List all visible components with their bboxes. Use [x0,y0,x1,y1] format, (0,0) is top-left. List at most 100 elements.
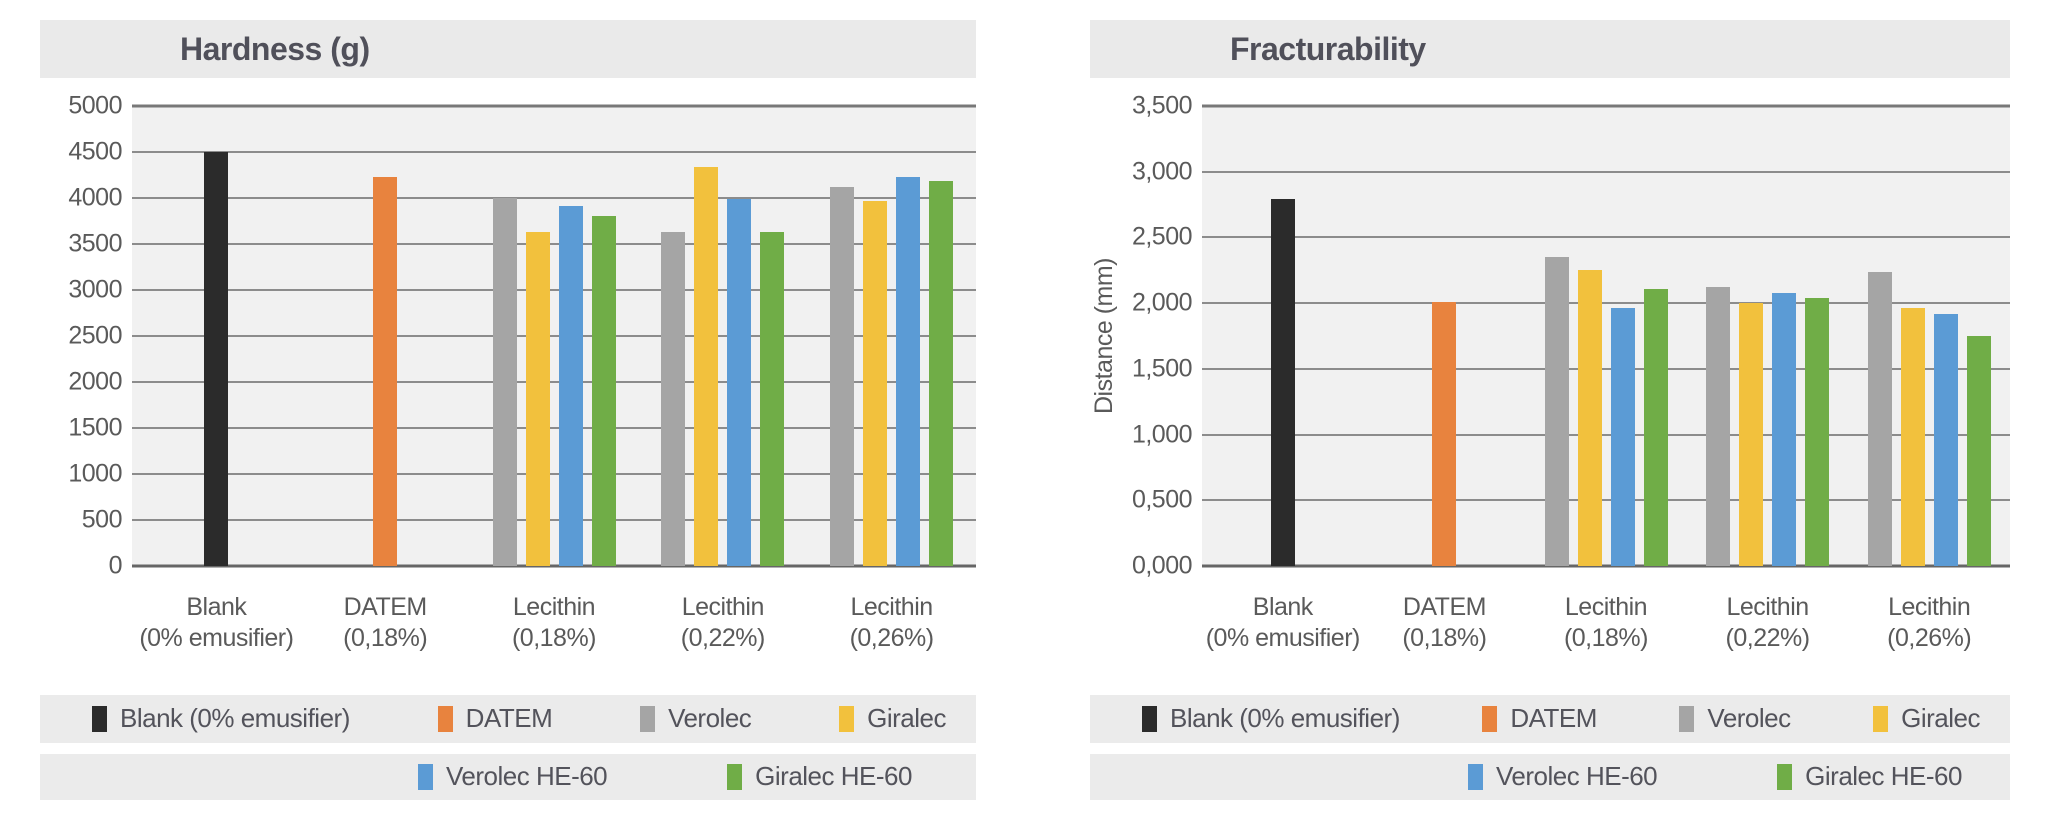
gridline [1202,170,2010,173]
legend-item-verolec-he-60: Verolec HE-60 [1468,761,1658,792]
gridline [132,335,976,337]
gridline [132,519,976,521]
gridline [132,104,976,108]
hardness-y-tick-labels: 5000 4500 4000 3500 3000 2500 2000 1500 1000 500 0 [40,92,132,580]
bar-giralec-he-60 [591,216,616,566]
gridline [1202,104,2010,108]
x-axis-label-lecithin-0-18: Lecithin (0,18%) [1563,593,1649,653]
bar-giralec [863,200,888,566]
legend-item-datem: DATEM [1482,703,1597,734]
y-tick-label: 2,500 [1131,222,1193,251]
legend-label: Verolec [668,703,752,733]
legend-item-verolec: Verolec [1679,703,1791,734]
y-tick-label: 3,500 [1131,91,1193,120]
hardness-chart-body: 5000 4500 4000 3500 3000 2500 2000 1500 1000 500 0 [40,92,976,580]
bar-giralec-he-60 [1966,336,1991,566]
bar-giralec-he-60 [760,232,785,566]
gridline [132,243,976,245]
legend-label: Giralec [1901,703,1980,733]
y-tick-label: 4500 [68,137,122,166]
gridline [1202,302,2010,305]
y-tick-label: 2,000 [1131,288,1193,317]
legend-swatch-giralec [839,705,855,732]
fracturability-chart-title: Fracturability [1230,30,1426,67]
legend-swatch-verolec-he-60 [418,763,433,790]
legend-item-blank-0-emusifier: Blank (0% emusifier) [1142,703,1400,734]
hardness-plot-area [132,104,976,568]
hardness-legend-row-1: Blank (0% emusifier) DATEM Verolec Giralec [40,694,976,743]
fracturability-y-axis: Distance (mm) 3,500 3,000 2,500 2,000 1,500 1… [1090,92,1202,580]
bar-verolec-he-60 [558,206,583,566]
x-axis-label-datem-0-18: DATEM (0,18%) [1402,593,1487,653]
x-axis-label-blank-0-emusifier: Blank (0% emusifier) [139,593,294,653]
legend-item-giralec: Giralec [839,703,946,734]
legend-item-datem: DATEM [437,703,553,734]
bar-datem [373,176,398,566]
legend-label: Giralec HE-60 [1805,761,1962,791]
legend-label: Giralec HE-60 [755,761,912,791]
legend-swatch-blank-0-emusifier [1142,705,1157,732]
x-axis-label-blank-0-emusifier: Blank (0% emusifier) [1205,593,1361,653]
legend-item-giralec: Giralec [1873,703,1980,734]
legend-item-verolec: Verolec [640,703,752,734]
bar-verolec-he-60 [1610,308,1635,566]
hardness-title-band: Hardness (g) [40,20,976,78]
y-tick-label: 1000 [68,459,122,488]
gridline [132,289,976,291]
bar-verolec-he-60 [896,176,921,566]
gridline [1202,236,2010,239]
legend-label: Verolec HE-60 [446,761,608,791]
x-axis-label-lecithin-0-22: Lecithin (0,22%) [680,593,766,653]
x-axis-label-lecithin-0-22: Lecithin (0,22%) [1725,593,1811,653]
fracturability-chart: Fracturability Distance (mm) 3,500 3,000 2… [1090,20,2010,800]
legend-swatch-datem [1482,705,1498,732]
bar-giralec [694,166,719,566]
legend-item-verolec-he-60: Verolec HE-60 [418,761,608,792]
hardness-legend-row-2: Verolec HE-60 Giralec HE-60 [40,753,976,800]
legend-swatch-verolec [640,705,656,732]
fracturability-plot-area [1202,104,2010,568]
legend-swatch-verolec-he-60 [1468,763,1483,790]
x-axis-label-lecithin-0-18: Lecithin (0,18%) [511,593,597,653]
gridline [1202,433,2010,436]
legend-swatch-datem [437,705,453,732]
gridline [1202,367,2010,370]
fracturability-y-axis-title: Distance (mm) [1090,257,1118,414]
legend-label: DATEM [465,703,553,733]
y-tick-label: 0,000 [1131,551,1193,580]
legend-swatch-giralec-he-60 [1777,763,1793,790]
bar-verolec-he-60 [1772,292,1797,566]
bar-verolec [661,232,686,566]
bar-verolec [1706,287,1731,566]
bar-giralec [1739,303,1764,566]
fracturability-legend-row-2: Verolec HE-60 Giralec HE-60 [1090,753,2010,800]
y-tick-label: 500 [81,505,123,534]
y-tick-label: 1,500 [1131,354,1193,383]
hardness-chart-title: Hardness (g) [180,30,370,67]
legend-label: Giralec [867,703,946,733]
gridline [132,381,976,383]
gridline [132,197,976,199]
bar-datem [1432,301,1457,566]
x-axis-baseline [132,564,976,568]
bar-giralec-he-60 [1643,288,1668,566]
x-axis-label-lecithin-0-26: Lecithin (0,26%) [1887,593,1972,653]
y-tick-label: 2500 [68,321,122,350]
bar-verolec [1544,257,1569,566]
y-tick-label: 4000 [68,183,122,212]
bar-verolec [492,198,517,566]
bar-giralec [1577,270,1602,566]
gridline [1202,499,2010,502]
gridline [132,473,976,475]
legend-swatch-blank-0-emusifier [92,705,107,732]
legend-swatch-giralec-he-60 [727,763,743,790]
y-tick-label: 3500 [68,229,122,258]
bar-verolec [1867,271,1892,566]
y-tick-label: 3000 [68,275,122,304]
hardness-x-axis-labels: Blank (0% emusifier) DATEM (0,18%) Lecithin(… [40,592,976,655]
bar-giralec-he-60 [929,180,954,566]
fracturability-chart-body: Distance (mm) 3,500 3,000 2,500 2,000 1,500 1… [1090,92,2010,580]
bar-verolec-he-60 [1933,313,1958,566]
legend-swatch-verolec [1679,705,1695,732]
